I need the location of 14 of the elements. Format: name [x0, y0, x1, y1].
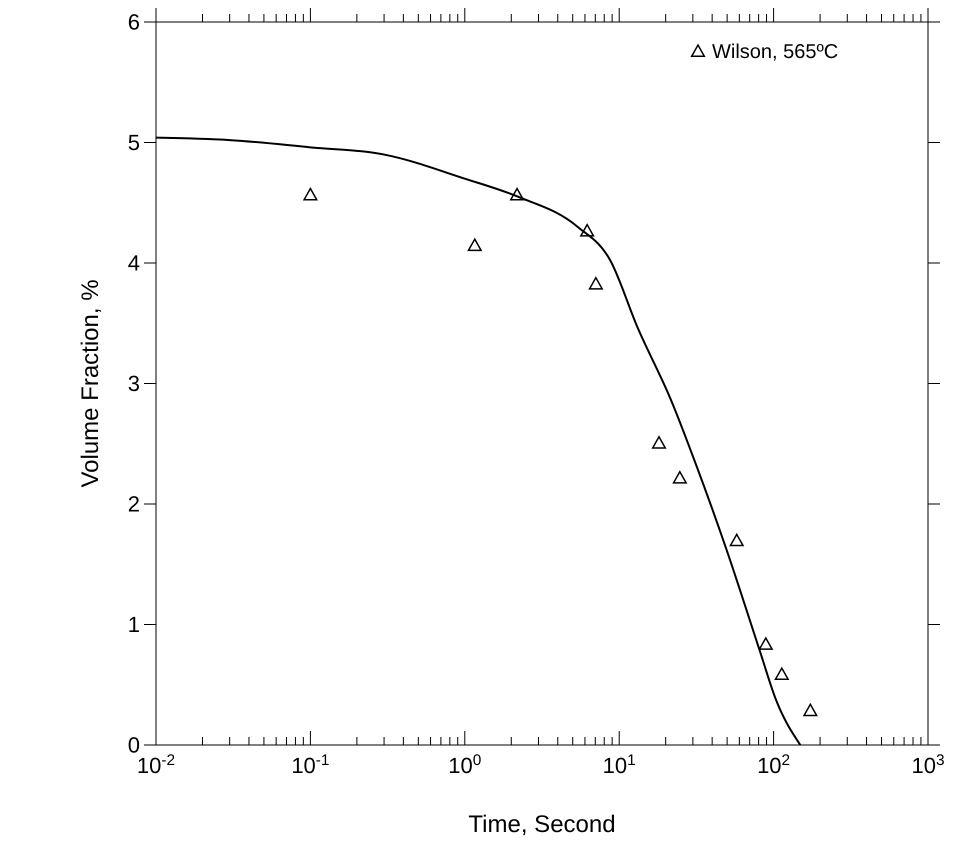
y-tick-label: 1 — [128, 612, 140, 638]
x-tick-label: 10$^{2}$ — [757, 752, 790, 778]
y-tick-label: 2 — [128, 492, 140, 517]
x-tick-label: 10$^{0}$ — [448, 752, 482, 778]
x-axis-title: Time, Second — [468, 811, 616, 838]
y-tick-label: 5 — [128, 130, 140, 156]
y-tick-label: 3 — [128, 371, 140, 396]
y-tick-label: 6 — [128, 10, 140, 35]
y-axis-title: Volume Fraction, % — [77, 279, 104, 488]
x-tick-label: 10$^{-1}$ — [291, 752, 330, 778]
legend-label: Wilson, 565ºC — [712, 41, 838, 63]
y-tick-label: 4 — [128, 250, 140, 276]
x-tick-label: 10$^{3}$ — [911, 752, 945, 778]
x-tick-label: 10$^{1}$ — [602, 752, 636, 778]
